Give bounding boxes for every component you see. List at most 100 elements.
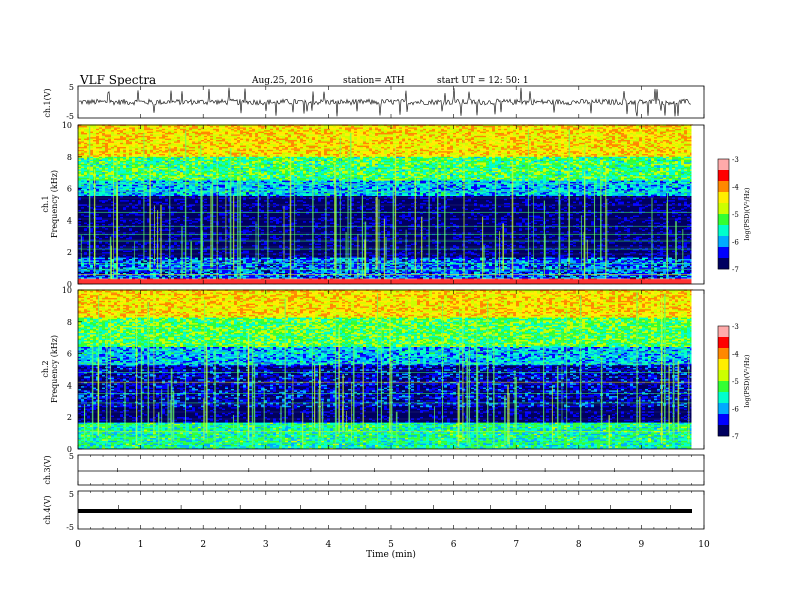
spectrogram-cell — [126, 141, 129, 143]
spectrogram-cell — [117, 134, 120, 136]
spectrogram-cell — [102, 144, 105, 146]
spectrogram-cell — [96, 217, 99, 219]
spectrogram-cell — [81, 224, 84, 226]
spectrogram-cell — [102, 154, 105, 156]
spectrogram-cell — [96, 245, 99, 247]
spectrogram-cell — [159, 138, 162, 140]
spectrogram-cell — [135, 187, 138, 189]
spectrogram-cell — [84, 224, 87, 226]
spectrogram-cell — [159, 196, 162, 198]
spectrogram-cell — [132, 161, 135, 163]
spectrogram-cell — [84, 276, 87, 278]
spectrogram-cell — [144, 210, 147, 212]
spectrogram-cell — [159, 277, 162, 279]
spectrogram-cell — [153, 277, 156, 279]
spectrogram-cell — [78, 245, 81, 247]
spectrogram-cell — [144, 155, 147, 157]
spectrogram-cell — [162, 257, 165, 259]
spectrogram-cell — [135, 154, 138, 156]
spectrogram-cell — [120, 127, 123, 129]
spectrogram-cell — [81, 206, 84, 208]
spectrogram-cell — [123, 220, 126, 222]
spectrogram-cell — [105, 214, 108, 216]
spectrogram-cell — [123, 151, 126, 153]
spectrogram-cell — [120, 155, 123, 157]
spectrogram-cell — [117, 152, 120, 154]
spectrogram-cell — [81, 215, 84, 217]
spectrogram-cell — [159, 172, 162, 174]
spectrogram-cell — [132, 201, 135, 203]
spectrogram-cell — [99, 154, 102, 156]
spectrogram-cell — [129, 175, 132, 177]
spectrogram-cell — [90, 193, 93, 195]
spectrogram-cell — [144, 206, 147, 208]
spectrogram-cell — [141, 127, 144, 129]
spectrogram-cell — [138, 161, 141, 163]
spectrogram-cell — [120, 220, 123, 222]
spectrogram-cell — [78, 172, 81, 174]
spectrogram-cell — [132, 166, 135, 168]
spectrogram-cell — [123, 201, 126, 203]
spectrogram-cell — [156, 157, 159, 159]
spectrogram-cell — [147, 129, 150, 131]
spectrogram-cell — [99, 127, 102, 129]
spectrogram-cell — [156, 196, 159, 198]
spectrogram-cell — [135, 197, 138, 199]
spectrogram-cell — [102, 147, 105, 149]
spectrogram-cell — [99, 228, 102, 230]
spectrogram-cell — [90, 171, 93, 173]
spectrogram-cell — [111, 147, 114, 149]
spectrogram-cell — [93, 277, 96, 279]
spectrogram-cell — [96, 271, 99, 273]
spectrogram-cell — [132, 138, 135, 140]
spectrogram-cell — [129, 148, 132, 150]
spectrogram-cell — [126, 147, 129, 149]
spectrogram-cell — [162, 238, 165, 240]
spectrogram-cell — [162, 253, 165, 255]
spectrogram-cell — [99, 231, 102, 233]
spectrogram-cell — [90, 157, 93, 159]
spectrogram-cell — [111, 136, 114, 138]
spectrogram-cell — [126, 127, 129, 129]
spectrogram-cell — [99, 260, 102, 262]
spectrogram-cell — [78, 175, 81, 177]
spectrogram-cell — [99, 186, 102, 188]
spectrogram-cell — [162, 252, 165, 254]
spectrogram-cell — [81, 169, 84, 171]
spectrogram-cell — [132, 182, 135, 184]
spectrogram-cell — [135, 206, 138, 208]
spectrogram-cell — [162, 229, 165, 231]
spectrogram-cell — [78, 271, 81, 273]
spectrogram-cell — [135, 179, 138, 181]
spectrogram-cell — [132, 224, 135, 226]
spectrogram-cell — [120, 271, 123, 273]
spectrogram-cell — [99, 266, 102, 268]
spectrogram-cell — [129, 172, 132, 174]
spectrogram-cell — [129, 236, 132, 238]
spectrogram-cell — [96, 228, 99, 230]
spectrogram-cell — [96, 197, 99, 199]
spectrogram-cell — [138, 165, 141, 167]
spectrogram-cell — [78, 148, 81, 150]
spectrogram-cell — [129, 199, 132, 201]
spectrogram-cell — [129, 259, 132, 261]
spectrogram-cell — [105, 221, 108, 223]
spectrogram-cell — [156, 159, 159, 161]
spectrogram-cell — [81, 222, 84, 224]
spectrogram-cell — [84, 148, 87, 150]
spectrogram-cell — [120, 186, 123, 188]
spectrogram-cell — [99, 210, 102, 212]
spectrogram-cell — [159, 197, 162, 199]
spectrogram-cell — [156, 155, 159, 157]
spectrogram-cell — [90, 221, 93, 223]
spectrogram-cell — [90, 148, 93, 150]
spectrogram-cell — [96, 232, 99, 234]
spectrogram-cell — [105, 267, 108, 269]
spectrogram-cell — [99, 256, 102, 258]
spectrogram-cell — [78, 180, 81, 182]
spectrogram-cell — [126, 176, 129, 178]
spectrogram-cell — [102, 204, 105, 206]
spectrogram-cell — [105, 213, 108, 215]
spectrogram-cell — [105, 130, 108, 132]
spectrogram-cell — [90, 147, 93, 149]
